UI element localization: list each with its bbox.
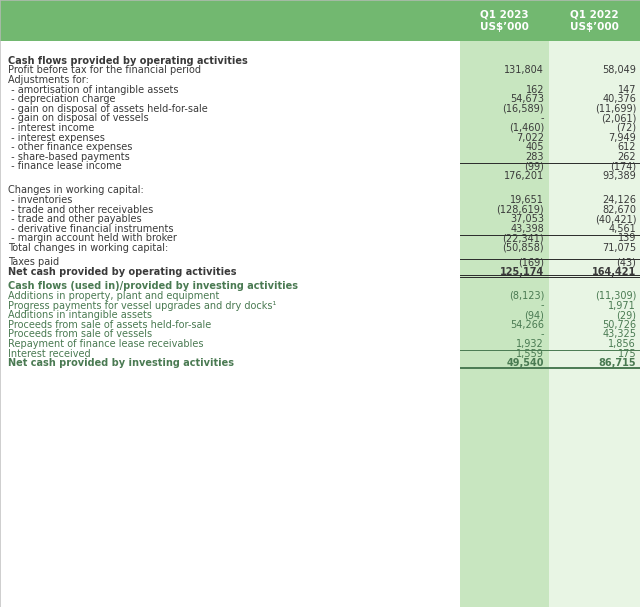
Text: 7,949: 7,949 [609, 132, 636, 143]
Text: 164,421: 164,421 [592, 267, 636, 277]
Text: Cash flows (used in)/provided by investing activities: Cash flows (used in)/provided by investi… [8, 282, 298, 291]
Text: Changes in working capital:: Changes in working capital: [8, 185, 143, 195]
Text: Adjustments for:: Adjustments for: [8, 75, 88, 85]
Bar [460, 41, 549, 607]
Text: 50,726: 50,726 [602, 320, 636, 330]
Text: - gain on disposal of assets held-for-sale: - gain on disposal of assets held-for-sa… [8, 104, 207, 114]
Text: 1,971: 1,971 [609, 300, 636, 311]
Text: 82,670: 82,670 [602, 205, 636, 214]
Text: Q1 2023
US$’000: Q1 2023 US$’000 [480, 9, 529, 32]
Text: Additions in intangible assets: Additions in intangible assets [8, 310, 152, 320]
Text: - amortisation of intangible assets: - amortisation of intangible assets [8, 84, 178, 95]
Text: (94): (94) [524, 310, 544, 320]
Text: 71,075: 71,075 [602, 243, 636, 253]
Text: 40,376: 40,376 [602, 94, 636, 104]
Text: (11,309): (11,309) [595, 291, 636, 301]
Text: (174): (174) [610, 161, 636, 171]
Text: -: - [541, 300, 544, 311]
Text: Repayment of finance lease receivables: Repayment of finance lease receivables [8, 339, 203, 349]
Text: (40,421): (40,421) [595, 214, 636, 224]
Text: Total changes in working capital:: Total changes in working capital: [8, 243, 168, 253]
Text: Interest received: Interest received [8, 348, 90, 359]
Text: 139: 139 [618, 233, 636, 243]
Text: 54,266: 54,266 [510, 320, 544, 330]
Text: (11,699): (11,699) [595, 104, 636, 114]
Text: (169): (169) [518, 257, 544, 267]
Text: 54,673: 54,673 [510, 94, 544, 104]
Text: (128,619): (128,619) [497, 205, 544, 214]
Text: 176,201: 176,201 [504, 171, 544, 181]
Text: 405: 405 [525, 142, 544, 152]
Bar [549, 41, 640, 607]
Text: - derivative financial instruments: - derivative financial instruments [8, 224, 173, 234]
Text: (2,061): (2,061) [601, 114, 636, 123]
Text: 147: 147 [618, 84, 636, 95]
Text: - margin account held with broker: - margin account held with broker [8, 233, 177, 243]
Text: -: - [541, 330, 544, 339]
Text: - trade and other receivables: - trade and other receivables [8, 205, 153, 214]
Text: - finance lease income: - finance lease income [8, 161, 122, 171]
Text: 24,126: 24,126 [602, 195, 636, 205]
Text: 37,053: 37,053 [510, 214, 544, 224]
Text: - other finance expenses: - other finance expenses [8, 142, 132, 152]
Text: 43,325: 43,325 [602, 330, 636, 339]
Text: Taxes paid: Taxes paid [8, 257, 59, 267]
Text: 131,804: 131,804 [504, 66, 544, 75]
Text: (72): (72) [616, 123, 636, 133]
Text: Progress payments for vessel upgrades and dry docks¹: Progress payments for vessel upgrades an… [8, 300, 276, 311]
Text: 283: 283 [525, 152, 544, 161]
Bar [0, 0, 640, 41]
Text: 125,174: 125,174 [500, 267, 544, 277]
Text: 612: 612 [618, 142, 636, 152]
Text: (43): (43) [616, 257, 636, 267]
Text: 175: 175 [618, 348, 636, 359]
Text: 43,398: 43,398 [510, 224, 544, 234]
Text: (16,589): (16,589) [502, 104, 544, 114]
Text: 1,856: 1,856 [609, 339, 636, 349]
Text: 7,022: 7,022 [516, 132, 544, 143]
Text: 4,561: 4,561 [609, 224, 636, 234]
Text: Profit before tax for the financial period: Profit before tax for the financial peri… [8, 66, 201, 75]
Text: 1,559: 1,559 [516, 348, 544, 359]
Text: (1,460): (1,460) [509, 123, 544, 133]
Text: Net cash provided by investing activities: Net cash provided by investing activitie… [8, 358, 234, 368]
Text: 86,715: 86,715 [598, 358, 636, 368]
Text: Cash flows provided by operating activities: Cash flows provided by operating activit… [8, 56, 248, 66]
Text: (29): (29) [616, 310, 636, 320]
Text: 49,540: 49,540 [506, 358, 544, 368]
Text: 162: 162 [525, 84, 544, 95]
Text: 262: 262 [618, 152, 636, 161]
Text: - share-based payments: - share-based payments [8, 152, 129, 161]
Text: - interest expenses: - interest expenses [8, 132, 104, 143]
Text: -: - [541, 114, 544, 123]
Text: - gain on disposal of vessels: - gain on disposal of vessels [8, 114, 148, 123]
Text: Proceeds from sale of vessels: Proceeds from sale of vessels [8, 330, 152, 339]
Text: Additions in property, plant and equipment: Additions in property, plant and equipme… [8, 291, 219, 301]
Text: Q1 2022
US$’000: Q1 2022 US$’000 [570, 9, 619, 32]
Text: Proceeds from sale of assets held-for-sale: Proceeds from sale of assets held-for-sa… [8, 320, 211, 330]
Text: (50,858): (50,858) [502, 243, 544, 253]
Text: 19,651: 19,651 [510, 195, 544, 205]
Text: - depreciation charge: - depreciation charge [8, 94, 115, 104]
Text: (8,123): (8,123) [509, 291, 544, 301]
Text: (22,341): (22,341) [502, 233, 544, 243]
Text: Net cash provided by operating activities: Net cash provided by operating activitie… [8, 267, 236, 277]
Text: - inventories: - inventories [8, 195, 72, 205]
Text: 58,049: 58,049 [602, 66, 636, 75]
Text: 93,389: 93,389 [602, 171, 636, 181]
Text: (99): (99) [524, 161, 544, 171]
Text: 1,932: 1,932 [516, 339, 544, 349]
Text: - interest income: - interest income [8, 123, 94, 133]
Text: - trade and other payables: - trade and other payables [8, 214, 141, 224]
